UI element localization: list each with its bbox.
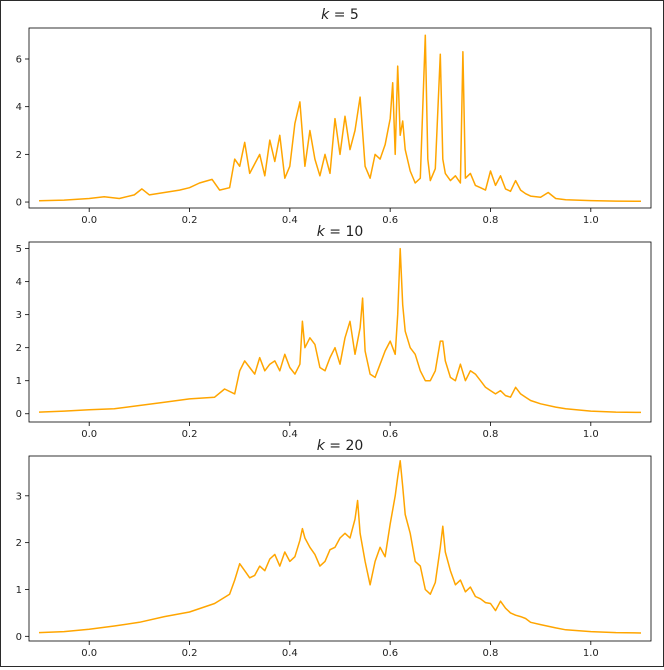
y-tick-label-2-2: 2 — [16, 538, 22, 549]
y-tick-label-1-4: 4 — [16, 277, 22, 288]
x-tick-label-0-3: 0.6 — [382, 215, 398, 226]
y-tick-label-1-3: 3 — [16, 310, 22, 321]
y-tick-label-0-1: 2 — [16, 150, 22, 161]
x-tick-label-2-0: 0.0 — [81, 648, 97, 659]
y-tick-label-1-1: 1 — [16, 376, 22, 387]
panel-k5: k = 5 0.0 0.2 0.4 0.6 0.8 1.0 0 2 4 6 — [16, 7, 652, 226]
x-tick-label-0-0: 0.0 — [81, 215, 97, 226]
y-tick-label-1-5: 5 — [16, 244, 22, 255]
x-tick-label-1-0: 0.0 — [81, 429, 97, 440]
y-tick-label-2-3: 3 — [16, 491, 22, 502]
x-tick-label-2-4: 0.8 — [483, 648, 499, 659]
x-tick-label-0-2: 0.4 — [282, 215, 298, 226]
chart-title-1: k = 10 — [317, 224, 364, 240]
x-tick-label-1-2: 0.4 — [282, 429, 298, 440]
y-tick-label-2-1: 1 — [16, 585, 22, 596]
axes-frame-2 — [28, 455, 652, 642]
x-tick-label-2-2: 0.4 — [282, 648, 298, 659]
y-tick-label-0-3: 6 — [16, 54, 22, 65]
chart-title-0: k = 5 — [321, 7, 359, 23]
x-tick-label-1-4: 0.8 — [483, 429, 499, 440]
x-tick-label-1-3: 0.6 — [382, 429, 398, 440]
x-tick-label-1-5: 1.0 — [583, 429, 599, 440]
x-tick-label-0-1: 0.2 — [182, 215, 198, 226]
y-tick-label-0-0: 0 — [16, 198, 22, 209]
series-line-2-0 — [38, 459, 642, 634]
y-tick-label-1-0: 0 — [16, 409, 22, 420]
panel-k10: k = 10 0.0 0.2 0.4 0.6 0.8 1.0 0 1 2 3 4 5 — [16, 224, 652, 440]
axes-frame-1 — [28, 241, 652, 423]
y-tick-label-1-2: 2 — [16, 343, 22, 354]
y-tick-label-2-0: 0 — [16, 632, 22, 643]
x-tick-label-2-3: 0.6 — [382, 648, 398, 659]
x-tick-label-0-5: 1.0 — [583, 215, 599, 226]
panel-k20: k = 20 0.0 0.2 0.4 0.6 0.8 1.0 0 1 2 3 — [16, 438, 652, 659]
x-tick-label-2-1: 0.2 — [182, 648, 198, 659]
x-tick-label-0-4: 0.8 — [483, 215, 499, 226]
series-line-1-0 — [38, 247, 642, 414]
x-tick-label-1-1: 0.2 — [182, 429, 198, 440]
chart-title-2: k = 20 — [317, 438, 364, 454]
series-line-0-0 — [38, 34, 642, 203]
x-tick-label-2-5: 1.0 — [583, 648, 599, 659]
axes-frame-0 — [28, 27, 652, 209]
y-tick-label-0-2: 4 — [16, 102, 22, 113]
